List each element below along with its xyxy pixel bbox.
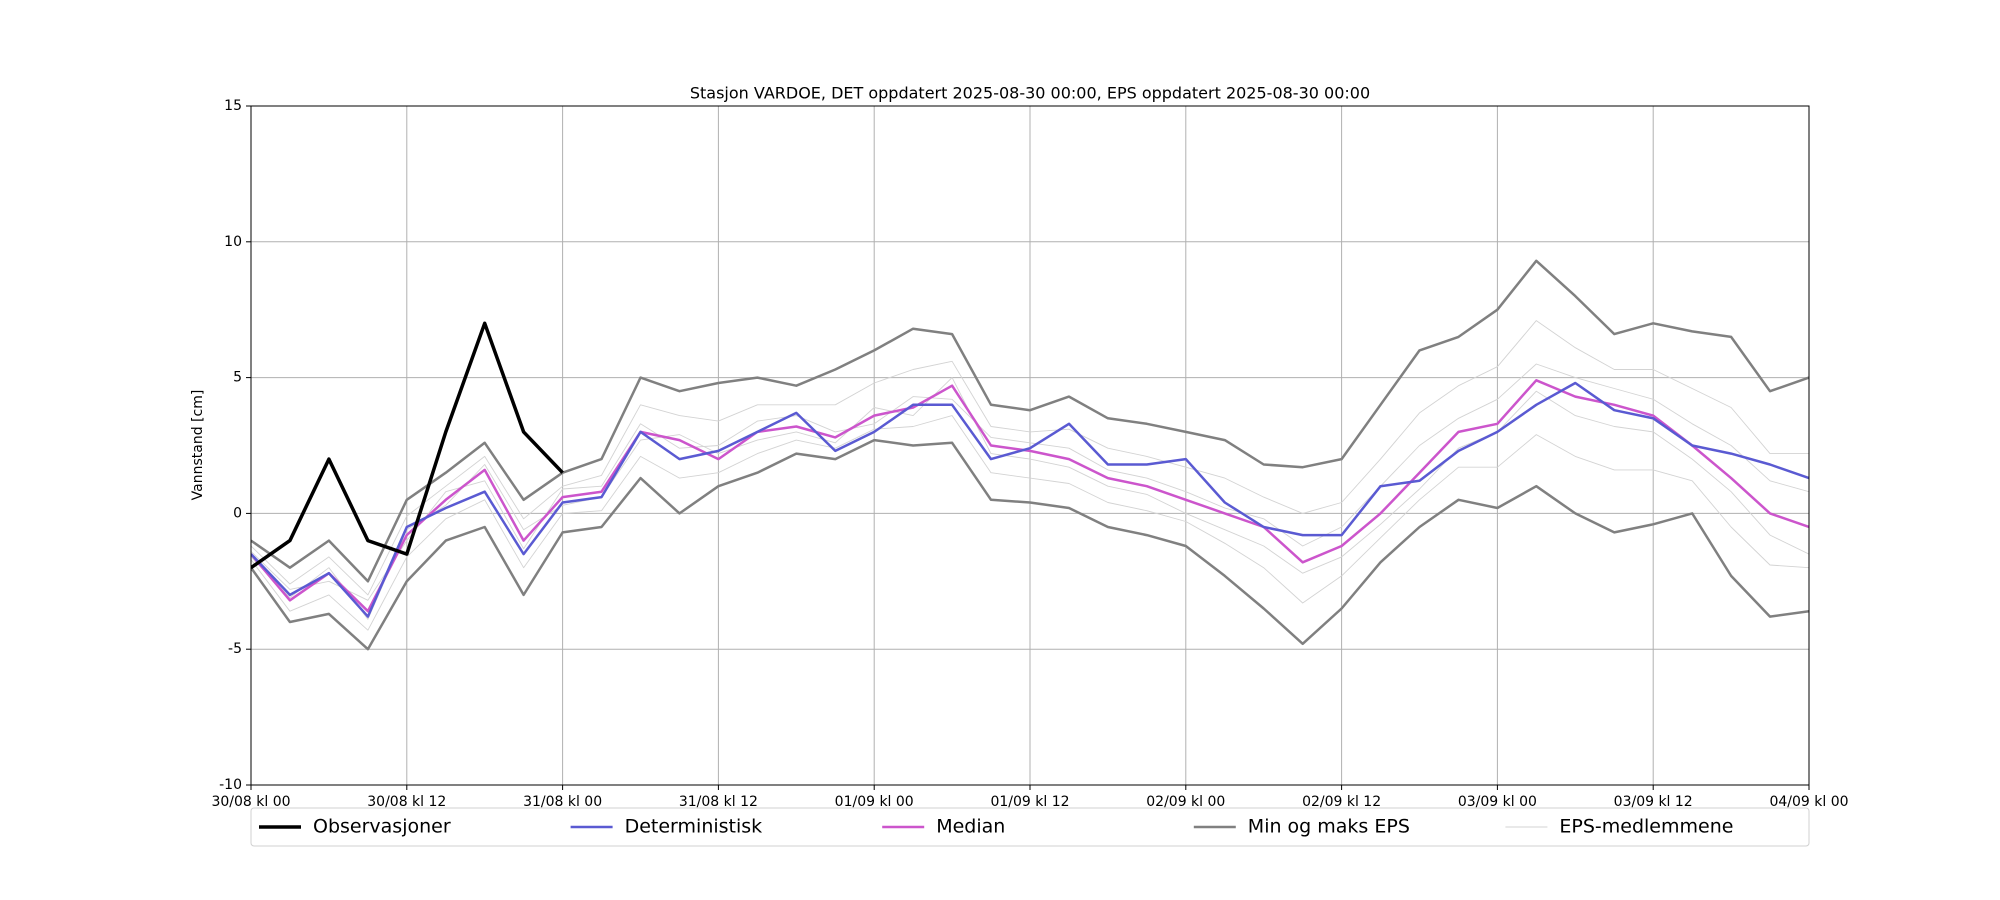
chart-title: Stasjon VARDOE, DET oppdatert 2025-08-30… [690,84,1370,103]
x-tick-label: 02/09 kl 00 [1146,794,1225,810]
x-tick-label: 03/09 kl 12 [1614,794,1693,810]
y-axis-label: Vannstand [cm] [190,390,206,501]
y-tick-label: -10 [219,777,242,793]
series-line [251,379,1809,613]
series-line [251,438,1809,651]
series-line [251,377,1809,620]
x-tick-label: 04/09 kl 00 [1769,794,1848,810]
series-line [251,415,1809,631]
legend-label: EPS-medlemmene [1559,816,1733,838]
y-tick-label: 10 [224,234,242,250]
series-line [251,320,1809,596]
x-tick-label: 31/08 kl 12 [679,794,758,810]
plot-frame [250,105,1810,786]
legend-label: Median [936,816,1005,838]
x-tick-label: 02/09 kl 12 [1302,794,1381,810]
y-tick-label: 5 [233,370,242,386]
x-tick-label: 30/08 kl 00 [211,794,290,810]
series-line [251,363,1809,601]
legend-label: Min og maks EPS [1248,816,1410,838]
series-line [251,259,1809,583]
x-tick-label: 31/08 kl 00 [523,794,602,810]
legend-label: Deterministisk [625,816,763,838]
y-tick-label: 15 [224,98,242,114]
x-tick-label: 03/09 kl 00 [1458,794,1537,810]
series-line [251,381,1809,618]
y-tick-label: -5 [228,641,242,657]
x-tick-label: 30/08 kl 12 [367,794,446,810]
legend-box [250,807,1810,847]
x-tick-label: 01/09 kl 00 [835,794,914,810]
y-tick-label: 0 [233,505,242,521]
legend-label: Observasjoner [313,816,451,838]
series-line [251,321,564,570]
x-tick-label: 01/09 kl 12 [990,794,1069,810]
